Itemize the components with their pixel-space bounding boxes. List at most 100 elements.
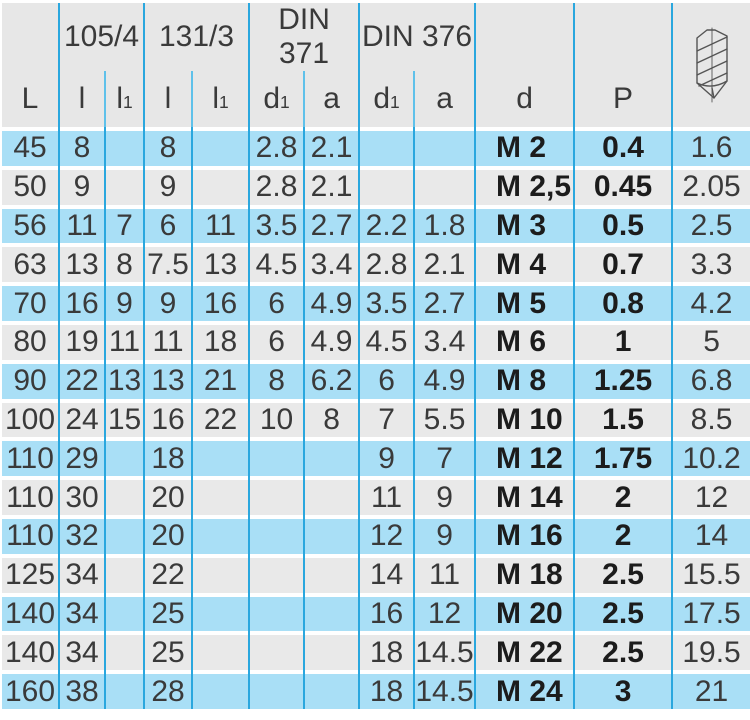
table-row: 160 38 28 18 14.5 M 24 3 21 bbox=[2, 670, 750, 709]
header-group-row: 105/4 131/3 DIN 371 DIN 376 bbox=[2, 3, 750, 127]
cell-l1-131: 13 bbox=[192, 243, 251, 283]
cell-d1-din376: 2.2 bbox=[359, 204, 416, 244]
cell-a-din371 bbox=[304, 592, 361, 632]
cell-a-din371 bbox=[304, 514, 361, 554]
cell-d1-din371 bbox=[249, 553, 306, 593]
cell-drill-diameter: 5 bbox=[672, 320, 750, 360]
table-row: 140 34 25 16 12 M 20 2.5 17.5 bbox=[2, 592, 750, 632]
cell-P: 0.7 bbox=[574, 243, 674, 283]
cell-d1-din371: 4.5 bbox=[249, 243, 306, 283]
cell-a-din376: 2.7 bbox=[414, 282, 477, 321]
cell-d1-din376: 12 bbox=[359, 514, 416, 554]
cell-l1-105: 13 bbox=[105, 359, 146, 399]
cell-l1-131 bbox=[192, 127, 251, 166]
column-header-l-131: l bbox=[144, 71, 194, 127]
cell-d1-din376: 18 bbox=[359, 631, 416, 671]
header-group-din-376: DIN 376 bbox=[359, 3, 477, 71]
cell-d1-din376: 11 bbox=[359, 476, 416, 515]
cell-d1-din376: 16 bbox=[359, 592, 416, 632]
cell-a-din371: 2.7 bbox=[304, 204, 361, 244]
header-group-empty-d bbox=[475, 3, 576, 71]
column-header-d1-din371: d1 bbox=[249, 71, 306, 127]
cell-l1-105 bbox=[105, 553, 146, 593]
cell-a-din376: 7 bbox=[414, 437, 477, 477]
table-row: 110 30 20 11 9 M 14 2 12 bbox=[2, 476, 750, 515]
cell-drill-diameter: 4.2 bbox=[672, 282, 750, 321]
cell-l1-131 bbox=[192, 592, 251, 632]
drill-bit-icon-cell bbox=[672, 3, 750, 127]
cell-a-din376: 9 bbox=[414, 476, 477, 515]
cell-drill-diameter: 14 bbox=[672, 514, 750, 554]
cell-l1-105: 15 bbox=[105, 398, 146, 438]
cell-a-din376: 5.5 bbox=[414, 398, 477, 438]
cell-l-105: 34 bbox=[59, 553, 106, 593]
column-header-a-din371: a bbox=[304, 71, 361, 127]
cell-L: 110 bbox=[2, 437, 60, 477]
cell-l1-131: 11 bbox=[192, 204, 251, 244]
cell-d1-din371 bbox=[249, 670, 306, 709]
column-header-p: P bbox=[574, 71, 674, 127]
header-group-din-371: DIN 371 bbox=[249, 3, 361, 71]
cell-a-din376: 3.4 bbox=[414, 320, 477, 360]
cell-drill-diameter: 12 bbox=[672, 476, 750, 515]
header-group-105-4: 105/4 bbox=[59, 3, 146, 71]
cell-l-105: 34 bbox=[59, 592, 106, 632]
cell-l1-131 bbox=[192, 476, 251, 515]
cell-l1-105 bbox=[105, 476, 146, 515]
cell-a-din371: 4.9 bbox=[304, 320, 361, 360]
cell-l-131: 25 bbox=[144, 631, 194, 671]
cell-l-105: 22 bbox=[59, 359, 106, 399]
cell-d1-din376 bbox=[359, 127, 416, 166]
cell-l1-131 bbox=[192, 631, 251, 671]
cell-l-131: 8 bbox=[144, 127, 194, 166]
cell-a-din371 bbox=[304, 476, 361, 515]
cell-l-131: 18 bbox=[144, 437, 194, 477]
cell-d1-din371: 10 bbox=[249, 398, 306, 438]
cell-a-din371 bbox=[304, 631, 361, 671]
header-columns-row: L l l1 l l1 d1 a d1 a d P bbox=[2, 71, 750, 127]
cell-d: M 6 bbox=[475, 320, 576, 360]
cell-L: 140 bbox=[2, 631, 60, 671]
header-group-empty-L bbox=[2, 3, 60, 71]
cell-l-131: 13 bbox=[144, 359, 194, 399]
cell-a-din376: 14.5 bbox=[414, 631, 477, 671]
cell-a-din371: 6.2 bbox=[304, 359, 361, 399]
cell-d: M 5 bbox=[475, 282, 576, 321]
table-row: 90 22 13 13 21 8 6.2 6 4.9 M 8 1.25 6.8 bbox=[2, 359, 750, 399]
cell-a-din376: 12 bbox=[414, 592, 477, 632]
cell-l-131: 6 bbox=[144, 204, 194, 244]
cell-drill-diameter: 17.5 bbox=[672, 592, 750, 632]
cell-l1-131: 22 bbox=[192, 398, 251, 438]
cell-P: 2.5 bbox=[574, 553, 674, 593]
cell-d: M 10 bbox=[475, 398, 576, 438]
cell-P: 0.4 bbox=[574, 127, 674, 166]
cell-d1-din371: 2.8 bbox=[249, 165, 306, 205]
cell-P: 0.8 bbox=[574, 282, 674, 321]
cell-l-131: 28 bbox=[144, 670, 194, 709]
cell-a-din376: 9 bbox=[414, 514, 477, 554]
cell-drill-diameter: 1.6 bbox=[672, 127, 750, 166]
cell-l1-131 bbox=[192, 437, 251, 477]
cell-l1-105: 8 bbox=[105, 243, 146, 283]
cell-d: M 22 bbox=[475, 631, 576, 671]
cell-l1-131 bbox=[192, 670, 251, 709]
cell-L: 70 bbox=[2, 282, 60, 321]
cell-d1-din371: 6 bbox=[249, 282, 306, 321]
column-header-L: L bbox=[2, 71, 60, 127]
cell-l1-105 bbox=[105, 437, 146, 477]
cell-d: M 2,5 bbox=[475, 165, 576, 205]
table-row: 63 13 8 7.5 13 4.5 3.4 2.8 2.1 M 4 0.7 3.3 bbox=[2, 243, 750, 283]
cell-l-105: 13 bbox=[59, 243, 106, 283]
cell-d: M 14 bbox=[475, 476, 576, 515]
cell-l-105: 11 bbox=[59, 204, 106, 244]
cell-a-din371 bbox=[304, 670, 361, 709]
cell-d1-din376: 6 bbox=[359, 359, 416, 399]
cell-drill-diameter: 2.05 bbox=[672, 165, 750, 205]
cell-d: M 4 bbox=[475, 243, 576, 283]
cell-l1-131: 16 bbox=[192, 282, 251, 321]
cell-l-105: 16 bbox=[59, 282, 106, 321]
cell-l1-131 bbox=[192, 514, 251, 554]
cell-d: M 8 bbox=[475, 359, 576, 399]
cell-l-105: 34 bbox=[59, 631, 106, 671]
